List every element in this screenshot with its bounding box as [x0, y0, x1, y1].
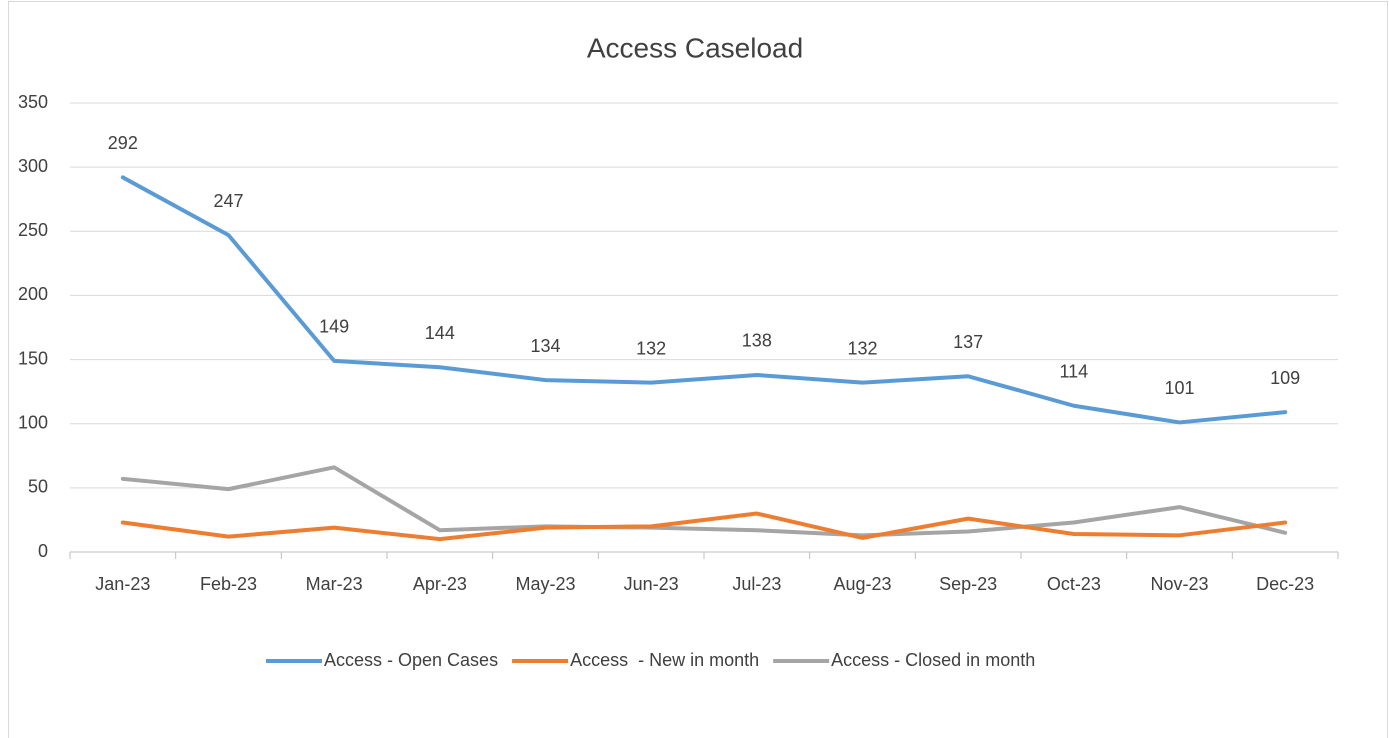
chart-title: Access Caseload [587, 32, 803, 63]
data-label: 101 [1164, 378, 1194, 398]
y-tick-label: 0 [38, 541, 48, 561]
data-label: 247 [213, 191, 243, 211]
x-tick-label: Apr-23 [413, 574, 467, 594]
data-label: 114 [1059, 362, 1088, 382]
data-label: 137 [953, 332, 983, 352]
y-tick-label: 100 [18, 412, 48, 432]
y-tick-label: 250 [18, 220, 48, 240]
y-tick-label: 300 [18, 156, 48, 176]
x-tick-label: Jan-23 [95, 574, 150, 594]
x-tick-label: May-23 [515, 574, 575, 594]
x-tick-label: Nov-23 [1150, 574, 1208, 594]
x-tick-label: Aug-23 [833, 574, 891, 594]
x-tick-label: Dec-23 [1256, 574, 1314, 594]
x-tick-label: Feb-23 [200, 574, 257, 594]
data-label: 132 [636, 338, 666, 358]
data-label: 109 [1270, 368, 1300, 388]
y-tick-label: 150 [18, 348, 48, 368]
x-tick-label: Oct-23 [1047, 574, 1101, 594]
x-tick-label: Sep-23 [939, 574, 997, 594]
data-label: 132 [847, 338, 877, 358]
legend-label: Access - Open Cases [324, 650, 498, 670]
legend-label: Access - New in month [570, 650, 759, 670]
chart-border [8, 1, 1388, 738]
data-label: 138 [742, 331, 772, 351]
series-line [120, 511, 1288, 542]
data-label: 149 [319, 317, 349, 337]
y-tick-label: 350 [18, 92, 48, 112]
legend-label: Access - Closed in month [831, 650, 1035, 670]
data-label: 292 [108, 133, 138, 153]
y-tick-label: 200 [18, 284, 48, 304]
data-label: 134 [530, 336, 560, 356]
x-tick-label: Mar-23 [306, 574, 363, 594]
series-line [120, 465, 1288, 538]
data-label: 144 [425, 323, 455, 343]
x-tick-label: Jul-23 [732, 574, 781, 594]
x-tick-label: Jun-23 [624, 574, 679, 594]
y-tick-label: 50 [28, 477, 48, 497]
series-line [120, 175, 1288, 425]
